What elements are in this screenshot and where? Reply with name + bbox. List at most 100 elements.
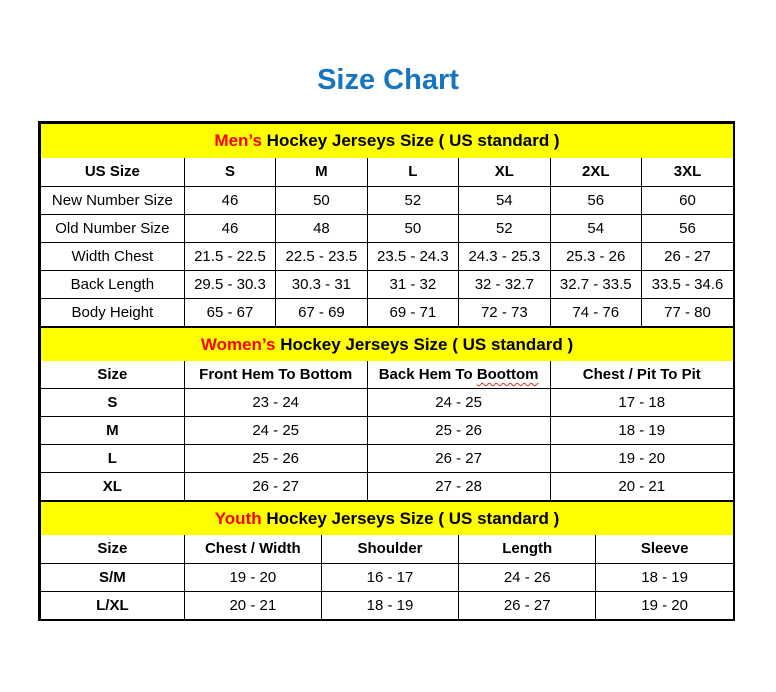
size-value-cell: 30.3 - 31 (275, 269, 368, 299)
size-value-cell: 27 - 28 (366, 472, 551, 501)
size-value-cell: 16 - 17 (320, 562, 460, 592)
size-chart-table-group: Men’s Hockey Jerseys Size ( US standard … (38, 121, 735, 621)
column-header: Back Hem To Boottom (366, 360, 551, 389)
size-value-cell: 33.5 - 34.6 (641, 269, 733, 299)
womens-section: Women’s Hockey Jerseys Size ( US standar… (41, 326, 733, 501)
size-value-cell: 20 - 21 (183, 590, 322, 619)
row-label: Back Length (41, 269, 185, 299)
size-value-cell: 25 - 26 (366, 416, 551, 445)
column-header: Shoulder (320, 535, 460, 564)
size-value-cell: 24 - 26 (458, 562, 597, 592)
column-header: L (366, 158, 460, 187)
table-row: Body Height 65 - 67 67 - 69 69 - 71 72 - 73 7… (41, 297, 733, 327)
mens-banner-text: Hockey Jerseys Size ( US standard ) (261, 131, 560, 150)
size-value-cell: 26 - 27 (458, 590, 597, 619)
size-value-cell: 69 - 71 (366, 297, 460, 327)
size-value-cell: 46 (183, 185, 277, 215)
size-value-cell: 52 (366, 185, 460, 215)
table-row: Width Chest 21.5 - 22.5 22.5 - 23.5 23.5 - … (41, 241, 733, 271)
size-value-cell: 21.5 - 22.5 (183, 241, 277, 271)
size-value-cell: 17 - 18 (549, 388, 733, 417)
womens-banner-text: Hockey Jerseys Size ( US standard ) (275, 334, 574, 354)
size-value-cell: 52 (458, 213, 551, 243)
womens-size-table: Size Front Hem To Bottom Back Hem To Boott… (41, 360, 733, 501)
misspelled-word: Boottom (476, 365, 539, 383)
mens-banner-highlight: Men’s (214, 131, 262, 150)
table-row: Old Number Size 46 48 50 52 54 56 (41, 213, 733, 243)
mens-section-banner: Men’s Hockey Jerseys Size ( US standard … (41, 124, 733, 158)
size-value-cell: 54 (549, 213, 643, 243)
column-header: Size (41, 535, 185, 564)
size-value-cell: 23.5 - 24.3 (366, 241, 460, 271)
header-row: Size Front Hem To Bottom Back Hem To Boott… (41, 360, 733, 389)
womens-banner-highlight: Women’s (200, 334, 276, 354)
column-header: 2XL (549, 158, 643, 187)
size-value-cell: 23 - 24 (183, 388, 368, 417)
size-value-cell: 77 - 80 (641, 297, 733, 327)
row-label: S/M (41, 562, 185, 592)
youth-section: Youth Hockey Jerseys Size ( US standard … (41, 501, 733, 619)
size-value-cell: 56 (641, 213, 733, 243)
size-value-cell: 25.3 - 26 (549, 241, 643, 271)
size-value-cell: 18 - 19 (595, 562, 733, 592)
size-value-cell: 19 - 20 (595, 590, 733, 619)
column-header: M (275, 158, 368, 187)
size-value-cell: 26 - 27 (366, 444, 551, 473)
size-value-cell: 26 - 27 (641, 241, 733, 271)
size-value-cell: 46 (183, 213, 277, 243)
row-label: New Number Size (41, 185, 185, 215)
table-row: New Number Size 46 50 52 54 56 60 (41, 185, 733, 215)
size-value-cell: 31 - 32 (366, 269, 460, 299)
row-label: Width Chest (41, 241, 185, 271)
column-header: US Size (41, 158, 185, 187)
size-value-cell: 32 - 32.7 (458, 269, 551, 299)
size-value-cell: 74 - 76 (549, 297, 643, 327)
size-value-cell: 24 - 25 (183, 416, 368, 445)
youth-banner-highlight: Youth (214, 509, 262, 528)
column-header: Size (41, 360, 185, 389)
size-value-cell: 20 - 21 (549, 472, 733, 501)
size-value-cell: 19 - 20 (183, 562, 322, 592)
size-value-cell: 26 - 27 (183, 472, 368, 501)
row-label: Body Height (41, 297, 185, 327)
size-value-cell: 32.7 - 33.5 (549, 269, 643, 299)
mens-section: Men’s Hockey Jerseys Size ( US standard … (41, 124, 733, 327)
column-header: S (183, 158, 277, 187)
size-value-cell: 65 - 67 (183, 297, 277, 327)
table-row: L/XL 20 - 21 18 - 19 26 - 27 19 - 20 (41, 590, 733, 619)
size-value-cell: 25 - 26 (183, 444, 368, 473)
youth-section-banner: Youth Hockey Jerseys Size ( US standard … (41, 501, 733, 535)
size-value-cell: 50 (275, 185, 368, 215)
column-header: Chest / Width (183, 535, 322, 564)
size-value-cell: 24 - 25 (366, 388, 551, 417)
header-row: US Size S M L XL 2XL 3XL (41, 158, 733, 187)
row-label: L/XL (41, 590, 185, 619)
size-value-cell: 54 (458, 185, 551, 215)
column-header: Sleeve (595, 535, 733, 564)
table-row: Back Length 29.5 - 30.3 30.3 - 31 31 - 32 32… (41, 269, 733, 299)
size-value-cell: 24.3 - 25.3 (458, 241, 551, 271)
row-label: Old Number Size (41, 213, 185, 243)
size-value-cell: 72 - 73 (458, 297, 551, 327)
header-row: Size Chest / Width Shoulder Length Sleeve (41, 535, 733, 564)
page-title: Size Chart (317, 64, 459, 96)
womens-section-banner: Women’s Hockey Jerseys Size ( US standar… (41, 326, 733, 361)
mens-size-table: US Size S M L XL 2XL 3XL New Number Size 46 50 52 5… (41, 158, 733, 327)
size-value-cell: 60 (641, 185, 733, 215)
column-header: XL (458, 158, 551, 187)
youth-size-table: Size Chest / Width Shoulder Length Sleeve S/M… (41, 535, 733, 619)
column-header: 3XL (641, 158, 733, 187)
youth-banner-text: Hockey Jerseys Size ( US standard ) (261, 509, 560, 528)
size-value-cell: 19 - 20 (549, 444, 733, 473)
row-label: M (41, 416, 185, 445)
size-value-cell: 48 (275, 213, 368, 243)
size-value-cell: 67 - 69 (275, 297, 368, 327)
row-label: XL (41, 472, 185, 501)
size-value-cell: 18 - 19 (320, 590, 460, 619)
size-value-cell: 29.5 - 30.3 (183, 269, 277, 299)
table-row: L 25 - 26 26 - 27 19 - 20 (41, 444, 733, 473)
column-header: Front Hem To Bottom (183, 360, 368, 389)
size-value-cell: 22.5 - 23.5 (275, 241, 368, 271)
row-label: S (41, 388, 185, 417)
column-header: Length (458, 535, 597, 564)
